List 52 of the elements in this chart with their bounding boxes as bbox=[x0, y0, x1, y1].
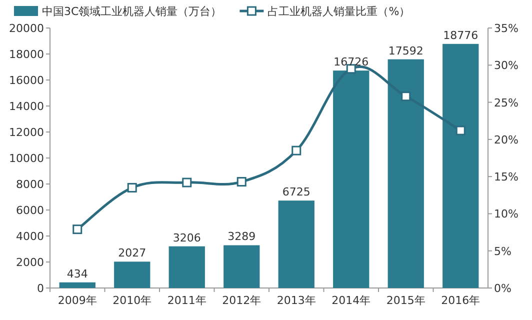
data-label: 3289 bbox=[228, 230, 256, 244]
point bbox=[127, 182, 137, 192]
data-label: 6725 bbox=[282, 186, 310, 199]
bar bbox=[388, 59, 424, 288]
y-tick-label: 8000 bbox=[16, 178, 44, 191]
x-tick-label: 2012年 bbox=[222, 294, 262, 307]
data-label: 18776 bbox=[443, 28, 478, 42]
y-tick-label: 10000 bbox=[9, 152, 44, 165]
bar bbox=[59, 282, 96, 288]
legend-label: 占工业机器人销量比重（%） bbox=[268, 5, 410, 18]
x-tick-label: 2016年 bbox=[441, 294, 480, 307]
legend-label: 中国3C领域工业机器人销量（万台） bbox=[42, 5, 222, 18]
bar bbox=[278, 200, 314, 288]
y-tick-label: 4000 bbox=[16, 230, 44, 243]
y2-tick-label: 5% bbox=[494, 244, 512, 258]
y-tick-label: 16000 bbox=[9, 74, 44, 87]
point bbox=[292, 146, 302, 156]
data-label: 17592 bbox=[388, 44, 424, 58]
data-label: 16726 bbox=[334, 56, 369, 69]
y2-tick-label: 20% bbox=[494, 133, 518, 146]
y-tick-label: 2000 bbox=[16, 256, 44, 269]
x-tick-label: 2013年 bbox=[276, 294, 316, 307]
point bbox=[456, 126, 466, 136]
y-tick-label: 6000 bbox=[16, 204, 44, 217]
x-tick-label: 2009年 bbox=[58, 294, 97, 307]
bar bbox=[168, 246, 205, 288]
bar bbox=[333, 70, 370, 288]
point bbox=[72, 224, 82, 234]
bar bbox=[224, 245, 260, 288]
data-label: 434 bbox=[66, 267, 88, 280]
y-tick-label: 20000 bbox=[9, 22, 44, 35]
y-tick-label: 0 bbox=[37, 282, 44, 295]
y2-tick-label: 30% bbox=[494, 59, 518, 72]
point bbox=[236, 177, 246, 187]
bar bbox=[114, 262, 150, 288]
y2-tick-label: 15% bbox=[494, 170, 518, 184]
x-tick-label: 2011年 bbox=[167, 294, 206, 307]
y2-tick-label: 0% bbox=[494, 282, 512, 295]
point bbox=[182, 178, 192, 188]
y2-tick-label: 35% bbox=[494, 22, 518, 35]
y-tick-label: 14000 bbox=[9, 100, 44, 113]
x-tick-label: 2014年 bbox=[332, 294, 371, 307]
y-tick-label: 12000 bbox=[9, 126, 44, 139]
point bbox=[401, 92, 411, 102]
x-tick-label: 2015年 bbox=[386, 294, 426, 307]
x-tick-label: 2010年 bbox=[112, 294, 152, 307]
data-label: 3206 bbox=[172, 231, 201, 244]
y2-tick-label: 10% bbox=[494, 208, 518, 221]
y-tick-label: 18000 bbox=[9, 48, 44, 61]
bar bbox=[442, 44, 479, 288]
y2-tick-label: 25% bbox=[494, 96, 518, 110]
data-label: 2027 bbox=[118, 246, 146, 260]
